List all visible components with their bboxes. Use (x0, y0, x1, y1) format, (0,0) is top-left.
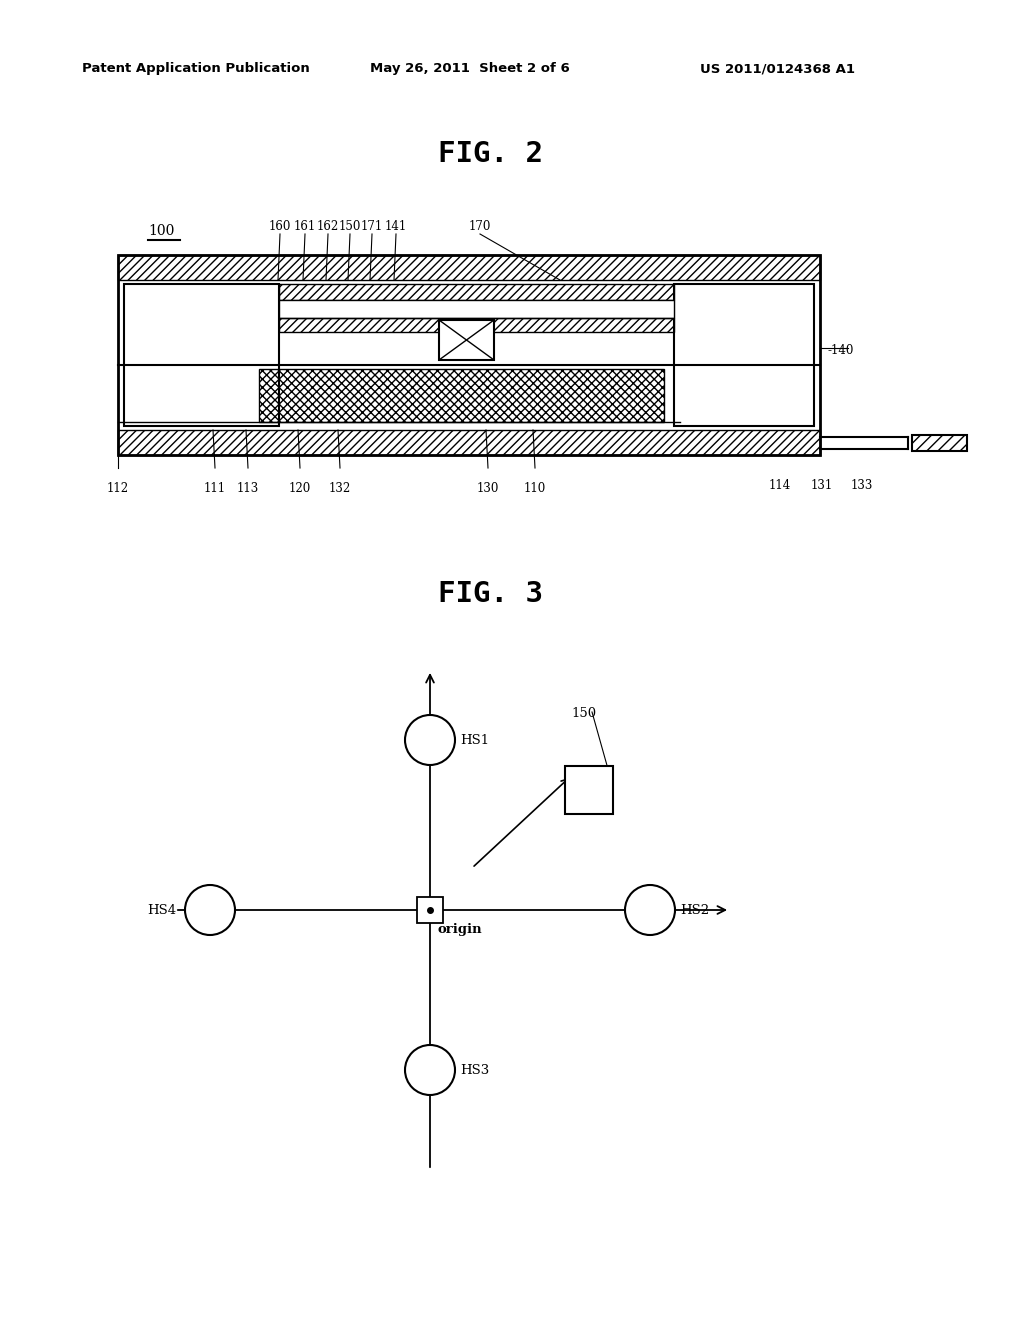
Bar (124, 284, 279, 426)
Text: 170: 170 (469, 220, 492, 234)
Text: HS2: HS2 (680, 903, 710, 916)
Text: May 26, 2011  Sheet 2 of 6: May 26, 2011 Sheet 2 of 6 (370, 62, 569, 75)
Text: 120: 120 (289, 482, 311, 495)
Bar (279, 300, 674, 318)
Text: 111: 111 (204, 482, 226, 495)
Text: FIG. 3: FIG. 3 (437, 579, 543, 609)
Text: 130: 130 (477, 482, 499, 495)
Bar (674, 284, 814, 426)
Text: 150: 150 (339, 220, 361, 234)
Text: 112: 112 (106, 482, 129, 495)
Text: origin: origin (437, 924, 481, 936)
Text: 110: 110 (524, 482, 546, 495)
Text: HS1: HS1 (460, 734, 489, 747)
Text: 131: 131 (811, 479, 834, 492)
Text: HS4: HS4 (147, 903, 176, 916)
Circle shape (625, 884, 675, 935)
Text: 133: 133 (851, 479, 873, 492)
Circle shape (185, 884, 234, 935)
Text: Patent Application Publication: Patent Application Publication (82, 62, 309, 75)
Bar (279, 318, 674, 333)
Text: HS3: HS3 (460, 1064, 489, 1077)
Bar (118, 255, 820, 280)
Circle shape (406, 715, 455, 766)
Text: 171: 171 (360, 220, 383, 234)
Bar (912, 436, 967, 451)
Bar (279, 284, 674, 300)
Bar (439, 319, 494, 360)
Text: FIG. 2: FIG. 2 (437, 140, 543, 168)
Circle shape (406, 1045, 455, 1096)
Text: 114: 114 (769, 479, 792, 492)
Bar (565, 766, 613, 814)
Text: 113: 113 (237, 482, 259, 495)
Text: -140: -140 (828, 343, 854, 356)
Bar (259, 370, 664, 422)
Text: 100: 100 (148, 224, 174, 238)
Text: 150: 150 (571, 708, 597, 719)
Text: 132: 132 (329, 482, 351, 495)
Bar (118, 255, 820, 455)
Text: 162: 162 (316, 220, 339, 234)
Text: US 2011/0124368 A1: US 2011/0124368 A1 (700, 62, 855, 75)
Bar (417, 898, 443, 923)
Bar (118, 430, 820, 455)
Text: 161: 161 (294, 220, 316, 234)
Text: 160: 160 (269, 220, 291, 234)
Text: 141: 141 (385, 220, 408, 234)
